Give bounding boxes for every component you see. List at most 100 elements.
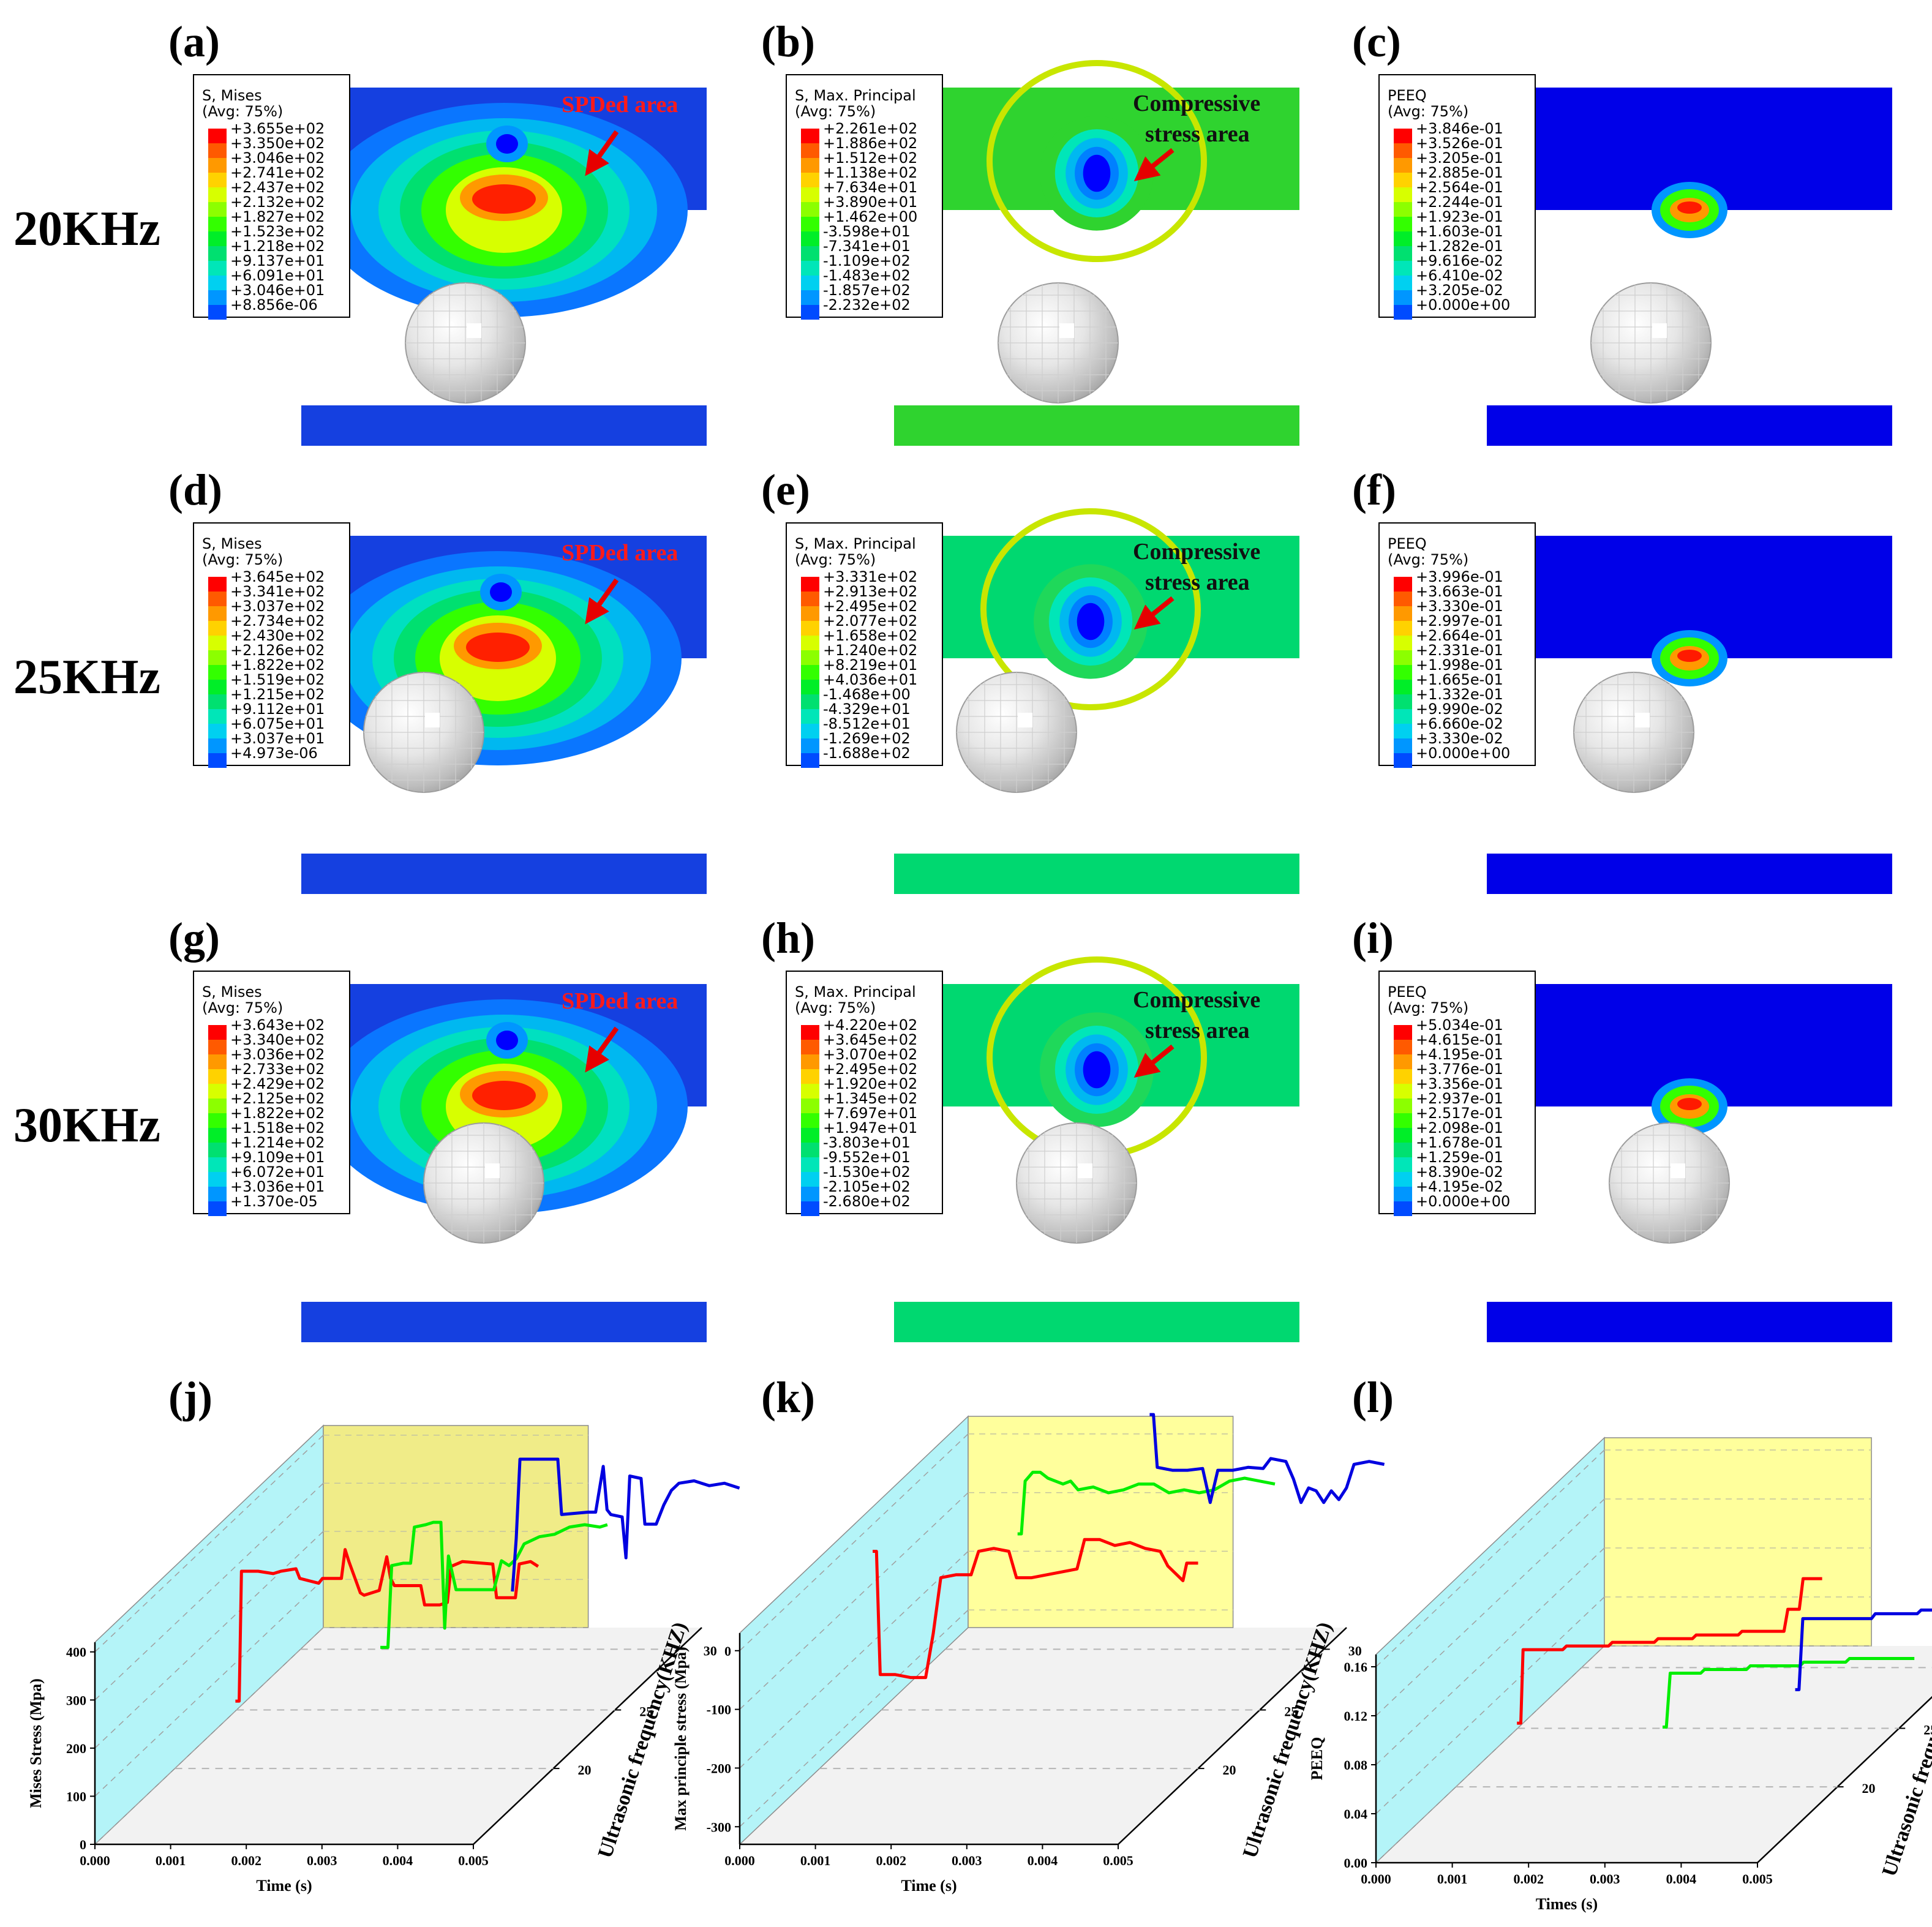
legend-swatch <box>208 650 227 665</box>
y-tick-label: 200 <box>66 1741 86 1756</box>
legend-value: +1.282e-01 <box>1416 238 1503 255</box>
x-tick-label: 0.005 <box>1103 1853 1133 1868</box>
panel-label-a: (a) <box>168 17 220 66</box>
legend-swatch <box>801 158 819 173</box>
legend-swatch <box>208 1040 227 1054</box>
legend-value: +4.615e-01 <box>1416 1031 1503 1048</box>
legend-value: -2.105e+02 <box>823 1178 911 1195</box>
legend-value: +3.036e+01 <box>230 1178 325 1195</box>
bottom-plate <box>301 854 707 894</box>
ball-highlight <box>425 713 440 727</box>
legend-value: +3.330e-02 <box>1416 730 1503 747</box>
legend-swatch <box>1394 1099 1412 1113</box>
legend-swatch <box>801 665 819 680</box>
legend-average: (Avg: 75%) <box>202 999 283 1016</box>
legend-value: +7.697e+01 <box>823 1105 917 1122</box>
chart-back-wall <box>323 1425 589 1628</box>
wall-gridline <box>94 1531 324 1749</box>
wall-gridline <box>1375 1547 1605 1765</box>
contour-legend: S, Mises(Avg: 75%)+3.643e+02+3.340e+02+3… <box>193 971 350 1216</box>
legend-swatch <box>1394 290 1412 305</box>
bottom-plate <box>894 854 1299 894</box>
contour-panel-principal-row2: Compressive stress area S, Max. Principal(… <box>786 508 1299 894</box>
legend-average: (Avg: 75%) <box>795 551 876 568</box>
legend-value: -1.468e+00 <box>823 686 911 703</box>
legend-value: +7.634e+01 <box>823 179 917 196</box>
legend-swatch <box>1394 246 1412 261</box>
legend-swatch <box>801 187 819 202</box>
legend-value: +4.036e+01 <box>823 671 917 688</box>
legend-value: +5.034e-01 <box>1416 1016 1503 1034</box>
chart-l: 0.000 0.001 0.002 0.003 0.004 0.005 Times (s) 0… <box>1308 1437 1932 1913</box>
legend-value: +2.429e+02 <box>230 1075 325 1092</box>
legend-swatch <box>1394 1113 1412 1128</box>
legend-value: +1.512e+02 <box>823 149 917 167</box>
legend-swatch <box>208 592 227 606</box>
ball-highlight <box>1652 323 1667 338</box>
legend-value: +2.517e-01 <box>1416 1105 1503 1122</box>
legend-swatch <box>801 709 819 724</box>
legend-value: +4.220e+02 <box>823 1016 917 1034</box>
legend-value: +3.356e-01 <box>1416 1075 1503 1092</box>
ball-highlight <box>1018 713 1032 727</box>
legend-value: +1.462e+00 <box>823 208 917 225</box>
legend-swatch <box>208 1099 227 1113</box>
legend-value: +2.430e+02 <box>230 627 325 644</box>
legend-swatch <box>1394 1025 1412 1040</box>
legend-swatch <box>208 1025 227 1040</box>
legend-swatch <box>801 1084 819 1099</box>
legend-value: +9.990e-02 <box>1416 701 1503 718</box>
y-tick-label: 0.12 <box>1344 1708 1368 1724</box>
legend-swatch <box>208 1157 227 1172</box>
legend-swatch <box>1394 187 1412 202</box>
z-tick-label: 20 <box>1223 1762 1236 1778</box>
legend-title: PEEQ <box>1388 535 1427 552</box>
legend-title: S, Mises <box>202 87 262 104</box>
legend-swatch <box>801 217 819 231</box>
legend-swatch <box>1394 738 1412 753</box>
wall-gridline <box>739 1492 969 1710</box>
wall-gridline <box>1375 1596 1605 1814</box>
chart-floor <box>95 1628 702 1844</box>
chart-floor <box>740 1628 1347 1844</box>
legend-value: +2.664e-01 <box>1416 627 1503 644</box>
y-tick-label: 0.16 <box>1344 1659 1368 1675</box>
bottom-plate <box>894 405 1299 446</box>
peeq-peak <box>1677 201 1702 214</box>
legend-swatch <box>1394 1040 1412 1054</box>
y-tick-label: -200 <box>707 1760 731 1776</box>
z-axis <box>473 1627 702 1845</box>
legend-value: -8.512e+01 <box>823 715 911 732</box>
legend-value: +2.495e+02 <box>823 1061 917 1078</box>
legend-swatch <box>801 202 819 217</box>
contour-panel-peeq-row2: PEEQ(Avg: 75%)+3.996e-01+3.663e-01+3.330… <box>1378 522 1892 894</box>
legend-swatch <box>801 1187 819 1201</box>
legend-swatch <box>1394 202 1412 217</box>
y-tick-label: 0.00 <box>1344 1855 1368 1871</box>
legend-value: +3.655e+02 <box>230 120 325 137</box>
legend-value: +1.827e+02 <box>230 208 325 225</box>
series-line-20khz <box>1517 1577 1822 1725</box>
legend-value: +1.518e+02 <box>230 1119 325 1136</box>
legend-swatch <box>801 592 819 606</box>
legend-swatch <box>1394 636 1412 650</box>
legend-value: +3.205e-01 <box>1416 149 1503 167</box>
legend-value: +3.340e+02 <box>230 1031 325 1048</box>
series-line-20khz <box>235 1548 539 1703</box>
legend-swatch <box>1394 650 1412 665</box>
legend-swatch <box>1394 694 1412 709</box>
compressive-label-line1: Compressive <box>1133 987 1260 1013</box>
panel-label-e: (e) <box>761 465 810 514</box>
contour-legend: S, Mises(Avg: 75%)+3.645e+02+3.341e+02+3… <box>193 522 350 768</box>
legend-swatch <box>208 665 227 680</box>
x-tick-label: 0.005 <box>1742 1871 1773 1887</box>
x-tick-label: 0.002 <box>876 1853 906 1868</box>
spded-area-label: SPDed area <box>562 540 678 566</box>
legend-value: +1.138e+02 <box>823 164 917 181</box>
frequency-label-30: 30KHz <box>13 1099 160 1152</box>
legend-value: +3.350e+02 <box>230 135 325 152</box>
legend-value: -2.680e+02 <box>823 1193 911 1210</box>
y-axis-label: Max principle stress (Mpa) <box>672 1647 690 1831</box>
legend-swatch <box>208 305 227 320</box>
